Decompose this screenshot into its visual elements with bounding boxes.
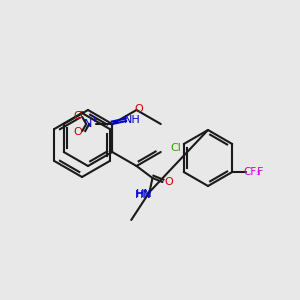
Text: HN: HN [136, 189, 153, 199]
Text: O: O [74, 127, 82, 137]
Text: Cl: Cl [170, 143, 181, 153]
Text: O: O [74, 111, 82, 121]
Text: O: O [134, 104, 143, 114]
Text: CF₃: CF₃ [244, 167, 261, 177]
Text: O: O [164, 177, 173, 187]
Text: −: − [78, 107, 86, 117]
Text: +: + [90, 116, 97, 124]
Text: NH: NH [124, 115, 141, 125]
Text: N: N [84, 119, 92, 129]
Text: HN: HN [135, 190, 152, 200]
Text: F: F [257, 167, 263, 177]
